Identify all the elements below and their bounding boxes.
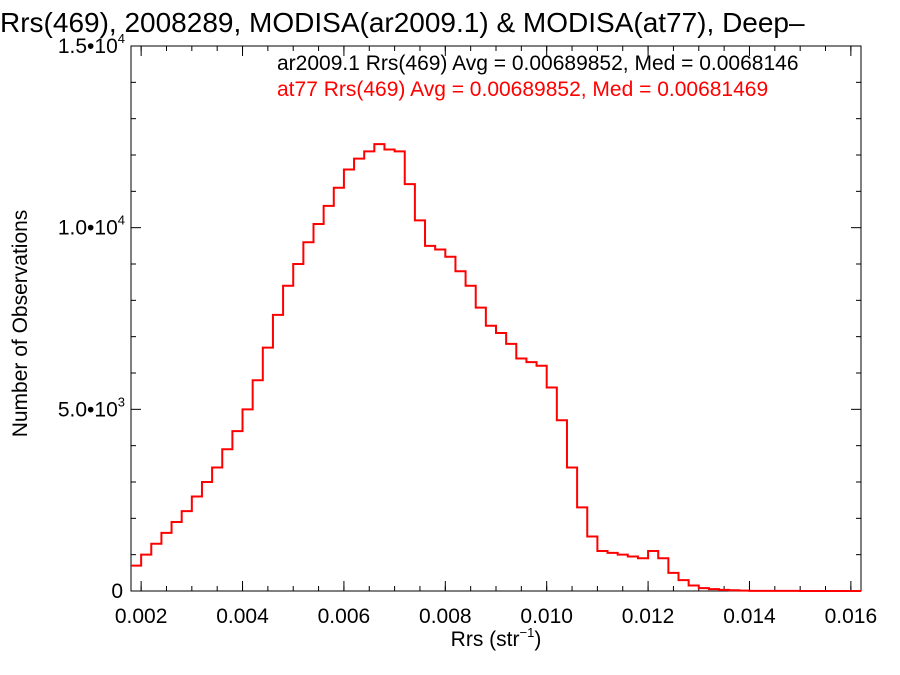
x-axis-label: Rrs (str−1) (451, 625, 542, 651)
y-axis-label: Number of Observations (9, 210, 32, 438)
x-tick-label: 0.012 (622, 605, 675, 628)
series-group (131, 143, 861, 592)
x-axis-ticks (140, 46, 852, 591)
y-axis-ticks (131, 45, 861, 592)
x-axis-label-text: Rrs (str (451, 628, 520, 651)
y-tick-label: 0 (111, 580, 123, 603)
y-tick-label: 1.0•104 (58, 213, 125, 240)
x-tick-label: 0.006 (318, 605, 371, 628)
y-tick-label: 1.5•104 (58, 31, 125, 58)
x-axis-label-close: ) (534, 628, 541, 651)
x-tick-label: 0.014 (723, 605, 776, 628)
stats-annotations: ar2009.1 Rrs(469) Avg = 0.00689852, Med … (277, 52, 799, 101)
x-tick-label: 0.008 (419, 605, 472, 628)
x-tick-label: 0.016 (825, 605, 878, 628)
y-tick-label: 5.0•103 (58, 394, 125, 421)
x-tick-label: 0.004 (216, 605, 269, 628)
histogram-series-line-0 (131, 143, 861, 592)
x-axis-tick-labels: 0.002 0.004 0.006 0.008 0.010 0.012 0.014 0.016 (115, 605, 877, 628)
annotation-at77: at77 Rrs(469) Avg = 0.00689852, Med = 0.… (277, 78, 768, 101)
x-tick-label: 0.002 (115, 605, 168, 628)
chart-title: Rrs(469), 2008289, MODISA(ar2009.1) & MO… (0, 7, 805, 38)
plot-frame (130, 45, 862, 592)
annotation-ar2009: ar2009.1 Rrs(469) Avg = 0.00689852, Med … (277, 52, 799, 75)
x-axis-label-sup: −1 (520, 625, 535, 640)
x-tick-label: 0.010 (520, 605, 573, 628)
y-axis-tick-labels: 0 5.0•103 1.0•104 1.5•104 (58, 31, 125, 603)
